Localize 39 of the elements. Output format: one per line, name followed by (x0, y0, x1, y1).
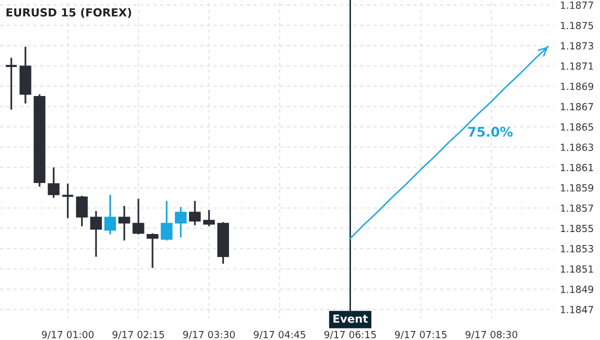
y-tick-label: 1.1849 (560, 286, 594, 293)
text: EURUSD 15 (FOREX) (6, 8, 132, 18)
y-tick-label: 1.1857 (560, 204, 594, 212)
y-tick-label: 1.1853 (560, 245, 594, 252)
candlestick (104, 194, 116, 236)
candlestick (76, 194, 88, 228)
candlestick (146, 232, 158, 269)
candlestick (61, 182, 74, 219)
candlestick (90, 210, 102, 258)
ref-line-label: Event (333, 314, 368, 323)
x-tick-label: 9/17 02:15 (112, 330, 164, 339)
y-tick-label: 1.1861 (560, 164, 593, 172)
y-tick-label: 1.1851 (560, 265, 593, 273)
candlestick (174, 206, 187, 238)
y-tick-label: 1.1865 (560, 123, 594, 131)
candlestick (160, 200, 172, 242)
y-tick-label: 1.1859 (560, 184, 594, 192)
candlestick (118, 205, 130, 242)
x-tick-label: 9/17 04:45 (254, 330, 306, 339)
candlestick (4, 56, 18, 110)
y-tick-label: 1.1869 (560, 82, 594, 90)
x-tick-label: 9/17 03:30 (183, 330, 235, 339)
x-tick-label: 9/17 08:30 (466, 330, 518, 339)
x-tick-label: 9/17 01:00 (42, 330, 94, 339)
x-tick-label: 9/17 07:15 (394, 330, 446, 339)
candlestick (132, 198, 144, 236)
candlestick (203, 209, 215, 228)
y-tick-label: 1.1871 (560, 62, 593, 70)
y-tick-label: 1.1875 (560, 22, 594, 30)
y-tick-label: 1.1855 (560, 224, 594, 232)
annotation: 75.0% (468, 126, 513, 137)
candlestick (48, 166, 60, 199)
y-tick-label: 1.1877 (560, 2, 594, 9)
y-tick-label: 1.1873 (560, 42, 594, 50)
x-tick-label: 9/17 06:15 (324, 330, 376, 339)
y-tick-label: 1.1847 (560, 306, 594, 314)
y-tick-label: 1.1867 (560, 103, 594, 110)
y-tick-label: 1.1863 (560, 144, 594, 151)
candlestick (189, 200, 201, 226)
